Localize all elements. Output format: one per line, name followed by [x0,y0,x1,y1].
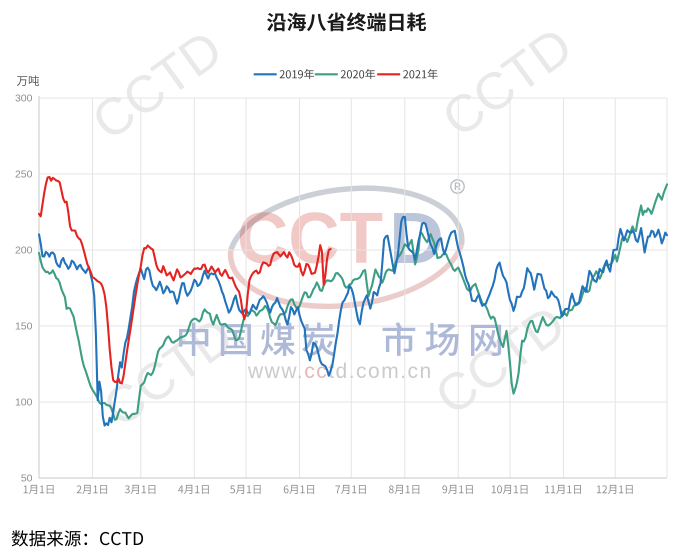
svg-text:D: D [389,199,444,279]
svg-text:150: 150 [15,321,33,333]
svg-text:250: 250 [15,169,33,181]
svg-text:www.cctd.com.cn: www.cctd.com.cn [247,360,433,383]
svg-text:50: 50 [21,473,33,485]
svg-text:300: 300 [15,93,33,105]
svg-text:200: 200 [15,245,33,257]
svg-text:100: 100 [15,397,33,409]
